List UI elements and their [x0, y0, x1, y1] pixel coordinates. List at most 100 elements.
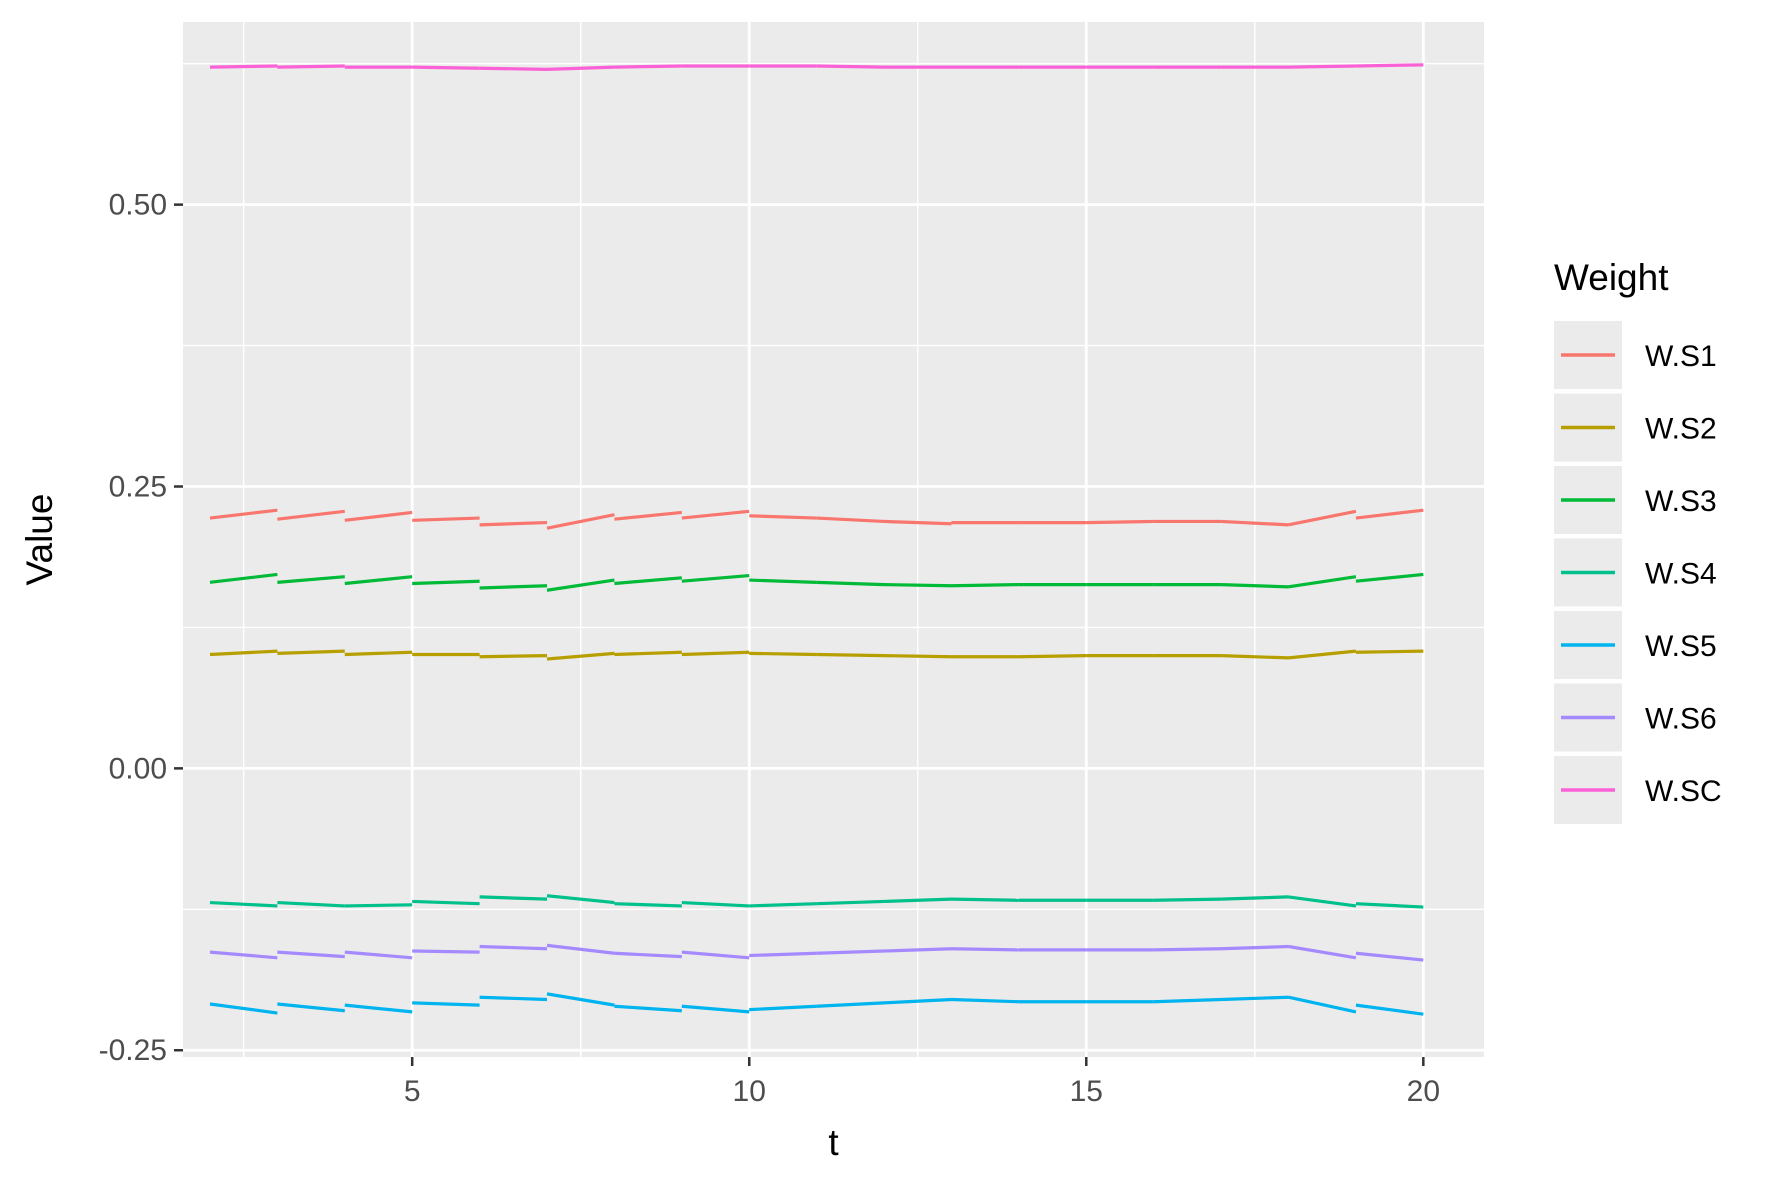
legend-item: W.S3 — [1554, 466, 1717, 534]
series-line-segment — [1221, 944, 1289, 951]
series-line-segment — [614, 64, 682, 69]
series-line-segment — [344, 575, 413, 586]
series-line-segment — [816, 516, 885, 524]
series-line-segment — [1288, 64, 1356, 69]
series-line-segment — [884, 519, 952, 526]
x-tick-label: 5 — [404, 1075, 421, 1108]
series-w-s5 — [209, 992, 1424, 1016]
series-line-segment — [614, 1004, 682, 1013]
y-tick-label: -0.25 — [99, 1034, 167, 1067]
series-line-segment — [749, 651, 817, 657]
legend-items: W.S1 W.S2 W.S3 W.S4 W.S5 W.S6 W.SC — [1554, 321, 1722, 824]
legend-label: W.SC — [1645, 775, 1722, 808]
series-line-segment — [749, 578, 817, 584]
legend-title: Weight — [1554, 257, 1669, 298]
series-line-segment — [209, 1002, 278, 1015]
series-line-segment — [1153, 997, 1222, 1004]
minor-gridlines — [183, 22, 1484, 1057]
major-gridlines — [183, 22, 1484, 1057]
series-line-segment — [277, 575, 345, 584]
legend-label: W.S3 — [1645, 485, 1717, 518]
series-line-segment — [209, 64, 278, 69]
y-tick-label: 0.50 — [109, 189, 167, 222]
x-tick-label: 10 — [733, 1075, 766, 1108]
series-w-s6 — [209, 943, 1424, 962]
series-line-segment — [479, 895, 548, 901]
series-line-segment — [344, 903, 413, 908]
series-line-segment — [1018, 654, 1087, 659]
series-line-segment — [412, 65, 480, 70]
series-w-s1 — [209, 508, 1424, 530]
series-line-segment — [546, 943, 615, 955]
series-line-segment — [546, 65, 615, 71]
series-line-segment — [749, 514, 817, 520]
legend-item: W.S4 — [1554, 538, 1717, 607]
series-line-segment — [614, 650, 682, 657]
series-line-segment — [277, 649, 345, 655]
series-line-segment — [681, 950, 750, 960]
series-line-segment — [479, 66, 548, 71]
series-line-segment — [816, 580, 885, 587]
series-line-segment — [546, 894, 615, 905]
legend-item: W.S6 — [1554, 683, 1717, 752]
series-w-s3 — [209, 572, 1424, 592]
series-line-segment — [1355, 572, 1424, 583]
series-line-segment — [209, 572, 278, 584]
series-line-segment — [816, 652, 885, 658]
series-line-segment — [1153, 897, 1222, 902]
series-line-segment — [816, 64, 885, 69]
series-line-segment — [1221, 895, 1289, 901]
axes: -0.25 0.00 0.25 0.50 5 10 15 20 — [99, 189, 1440, 1108]
series-line-segment — [816, 1001, 885, 1008]
x-tick-label: 20 — [1407, 1075, 1440, 1108]
series-line-segment — [546, 513, 615, 530]
series-line-segment — [816, 899, 885, 906]
y-tick-label: 0.25 — [109, 471, 167, 504]
series-line-segment — [681, 509, 750, 520]
series-line-segment — [614, 510, 682, 521]
series-line-segment — [344, 950, 413, 960]
x-tick-label: 15 — [1070, 1075, 1103, 1108]
series-line-segment — [951, 897, 1019, 902]
x-axis-title: t — [828, 1122, 839, 1163]
series-line-segment — [277, 509, 345, 521]
series-line-segment — [1221, 654, 1289, 660]
series-line-segment — [1355, 902, 1424, 909]
y-axis-title: Value — [19, 494, 60, 586]
series-line-segment — [884, 654, 952, 659]
series-line-segment — [951, 997, 1019, 1004]
legend-label: W.S5 — [1645, 630, 1717, 663]
series-line-segment — [479, 995, 548, 1002]
series-line-segment — [749, 902, 817, 908]
series-line-segment — [479, 520, 548, 527]
panel-background — [183, 22, 1484, 1057]
series-line-segment — [1355, 1003, 1424, 1016]
series-line-segment — [884, 582, 952, 588]
legend: Weight W.S1 W.S2 W.S3 W.S4 W.S5 W.S6 W.SC — [1554, 257, 1722, 824]
y-tick-label: 0.00 — [109, 752, 167, 785]
series-line-segment — [344, 650, 413, 657]
series-w-s2 — [209, 649, 1424, 661]
series-line-segment — [614, 902, 682, 908]
series-line-segment — [1288, 509, 1357, 527]
series-line-segment — [614, 951, 682, 959]
legend-item: W.S1 — [1554, 321, 1717, 389]
series-line-segment — [1355, 508, 1424, 520]
series-line-segment — [883, 997, 952, 1005]
series-line-segment — [1355, 951, 1424, 962]
series-line-segment — [479, 654, 548, 659]
legend-label: W.S6 — [1645, 703, 1717, 736]
series-line-segment — [1288, 944, 1357, 960]
series-line-segment — [344, 510, 413, 522]
series-line-segment — [1221, 995, 1289, 1002]
series-line-segment — [1355, 649, 1424, 654]
legend-item: W.SC — [1554, 756, 1722, 824]
series-line-segment — [1221, 582, 1289, 589]
series-line-segment — [277, 950, 345, 959]
series-line-segment — [1086, 519, 1154, 525]
series-line-segment — [1288, 995, 1357, 1014]
legend-label: W.S2 — [1645, 413, 1717, 446]
series-line-segment — [884, 947, 952, 953]
series-line-segment — [1288, 895, 1357, 908]
